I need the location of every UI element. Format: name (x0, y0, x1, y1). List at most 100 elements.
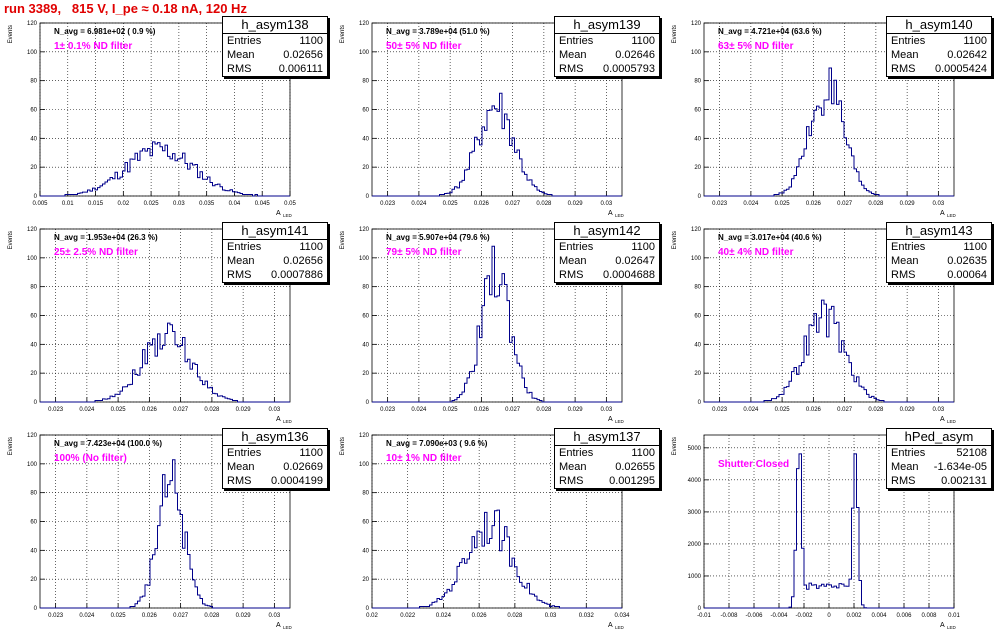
histogram-plot: 0.005 0.01 0.015 0.02 0.025 0.03 0.035 0.04 0.04… (8, 21, 296, 218)
y-tick-label: 0 (366, 606, 370, 612)
x-tick-label: 0.026 (142, 613, 158, 619)
x-tick-label: 0.03 (601, 201, 613, 207)
stats-box: h_asym143 Entries 1100 Mean 0.02635 RMS 0.0006… (886, 222, 992, 283)
y-tick-label: 60 (30, 108, 37, 114)
histogram-series (40, 459, 290, 609)
y-tick-label: 2000 (688, 542, 702, 548)
x-tick-label: 0 (827, 613, 831, 619)
stats-key: RMS (891, 475, 916, 487)
navg-label: N_avg = 7.090e+03 ( 9.6 %) (386, 439, 488, 448)
stats-value: 1100 (631, 35, 655, 47)
y-tick-label: 0 (366, 194, 370, 200)
x-tick-label: 0.02 (366, 613, 378, 619)
x-tick-label: 0.027 (505, 407, 521, 413)
y-tick-label: 40 (30, 136, 37, 142)
x-axis-subscript: LED (615, 213, 625, 218)
y-axis-title: Events (340, 231, 346, 249)
histogram-panel: 0.023 0.024 0.025 0.026 0.027 0.028 0.029 0.03 0… (664, 222, 996, 431)
x-tick-label: 0.028 (868, 201, 884, 207)
x-tick-label: 0.023 (48, 407, 64, 413)
stats-row: Entries 1100 (223, 240, 327, 254)
stats-key: RMS (559, 269, 584, 281)
navg-label: N_avg = 6.981e+02 ( 0.9 %) (54, 27, 156, 36)
filter-annotation: 40± 4% ND filter (718, 247, 794, 258)
stats-key: Entries (559, 35, 594, 47)
x-tick-label: 0.028 (204, 407, 220, 413)
navg-label: N_avg = 3.789e+04 (51.0 %) (386, 27, 490, 36)
y-tick-label: 100 (359, 50, 370, 56)
y-tick-label: 60 (694, 314, 701, 320)
stats-row: Mean 0.02642 (887, 48, 991, 62)
x-tick-label: 0.025 (775, 201, 791, 207)
stats-value: 1100 (299, 447, 323, 459)
stats-value: 1100 (963, 241, 987, 253)
x-tick-label: 0.024 (79, 613, 95, 619)
y-tick-label: 120 (359, 433, 370, 439)
histogram-name: h_asym136 (223, 429, 327, 446)
stats-key: Mean (227, 461, 255, 473)
x-tick-label: 0.03 (601, 407, 613, 413)
x-axis-subscript: LED (283, 419, 293, 424)
x-axis-subscript: LED (615, 419, 625, 424)
histogram-name: h_asym140 (887, 17, 991, 34)
y-tick-label: 120 (27, 227, 38, 233)
stats-key: RMS (891, 63, 916, 75)
y-tick-label: 40 (362, 548, 369, 554)
y-tick-label: 120 (691, 21, 702, 27)
x-tick-label: 0.004 (871, 613, 887, 619)
y-tick-label: 80 (694, 79, 701, 85)
x-tick-label: 0.025 (443, 201, 459, 207)
stats-value: 1100 (631, 447, 655, 459)
x-axis-subscript: LED (947, 419, 957, 424)
histogram-series (40, 322, 290, 403)
x-axis-title: A (940, 622, 945, 629)
x-tick-label: 0.026 (474, 201, 490, 207)
stats-value: 1100 (299, 241, 323, 253)
stats-row: Entries 1100 (555, 446, 659, 460)
stats-row: RMS 0.0005424 (887, 62, 991, 76)
histogram-name: h_asym142 (555, 223, 659, 240)
x-tick-label: 0.029 (568, 201, 584, 207)
stats-key: RMS (227, 475, 252, 487)
x-axis-subscript: LED (615, 625, 625, 630)
x-tick-label: 0.045 (255, 201, 271, 207)
x-tick-label: 0.015 (88, 201, 104, 207)
stats-box: h_asym141 Entries 1100 Mean 0.02656 RMS 0.0007… (222, 222, 328, 283)
stats-row: RMS 0.002131 (887, 474, 991, 488)
y-tick-label: 40 (30, 342, 37, 348)
y-tick-label: 100 (27, 256, 38, 262)
y-tick-label: 40 (30, 548, 37, 554)
histogram-plot: 0.023 0.024 0.025 0.026 0.027 0.028 0.029 0.03 0… (340, 21, 625, 218)
navg-label: N_avg = 4.721e+04 (63.6 %) (718, 27, 822, 36)
y-tick-label: 0 (34, 194, 38, 200)
x-tick-label: 0.025 (775, 407, 791, 413)
y-tick-label: 100 (359, 462, 370, 468)
histogram-plot: 0.023 0.024 0.025 0.026 0.027 0.028 0.029 0.03 0… (672, 227, 957, 424)
stats-value: 1100 (631, 241, 655, 253)
stats-box: h_asym137 Entries 1100 Mean 0.02655 RMS 0.0012… (554, 428, 660, 489)
stats-box: h_asym138 Entries 1100 Mean 0.02656 RMS 0.0061… (222, 16, 328, 77)
stats-value: 0.002131 (941, 475, 987, 487)
stats-row: RMS 0.006111 (223, 62, 327, 76)
stats-key: RMS (559, 63, 584, 75)
x-tick-label: 0.03 (933, 201, 945, 207)
x-tick-label: 0.023 (380, 201, 396, 207)
x-tick-label: 0.028 (204, 613, 220, 619)
histogram-panel: 0.023 0.024 0.025 0.026 0.027 0.028 0.029 0.03 0… (332, 222, 664, 431)
histogram-plot: 0.02 0.022 0.024 0.026 0.028 0.03 0.032 0.034 0 2… (340, 433, 630, 630)
stats-row: Entries 1100 (555, 34, 659, 48)
x-tick-label: 0.024 (411, 201, 427, 207)
x-axis-subscript: LED (283, 213, 293, 218)
y-tick-label: 120 (359, 227, 370, 233)
x-tick-label: -0.006 (745, 613, 763, 619)
stats-key: Mean (559, 461, 587, 473)
filter-annotation: 100% (No filter) (54, 453, 127, 464)
y-axis-title: Events (340, 25, 346, 43)
histogram-panel: -0.01 -0.008 -0.006 -0.004 -0.002 0 0.002 0.004… (664, 428, 996, 637)
y-tick-label: 0 (34, 606, 38, 612)
stats-row: Entries 52108 (887, 446, 991, 460)
stats-key: Entries (891, 35, 926, 47)
stats-row: RMS 0.001295 (555, 474, 659, 488)
plot-frame (703, 228, 955, 403)
y-axis-title: Events (8, 231, 14, 249)
